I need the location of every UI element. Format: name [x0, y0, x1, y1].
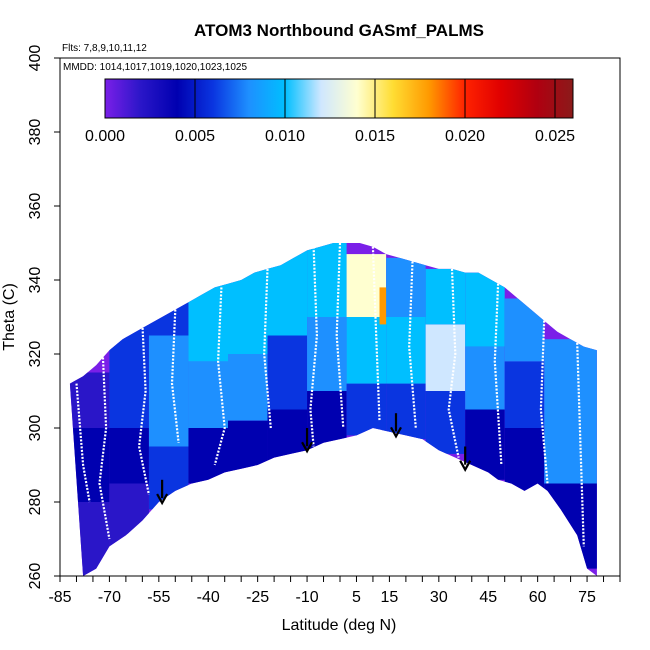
heatmap-cell	[425, 391, 466, 454]
y-tick-label: 320	[27, 341, 44, 368]
heatmap-cell	[544, 409, 597, 484]
x-axis-label: Latitude (deg N)	[282, 617, 397, 634]
y-tick-label: 400	[27, 45, 44, 72]
heatmap-cell	[109, 428, 149, 484]
heatmap-cell	[346, 317, 387, 384]
chart-title: ATOM3 Northbound GASmf_PALMS	[194, 21, 484, 40]
heatmap-cell	[148, 446, 189, 510]
heatmap-cell	[228, 354, 268, 421]
x-tick-label: 75	[578, 589, 596, 606]
flight-profile-line	[447, 268, 460, 458]
heatmap-cell	[465, 346, 505, 410]
heatmap-cell	[228, 420, 268, 473]
y-tick-label: 280	[27, 489, 44, 516]
mmdd-annotation: MMDD: 1014,1017,1019,1020,1023,1025	[63, 62, 247, 73]
heatmap-cell	[148, 335, 189, 391]
colorbar-tick-label: 0.015	[355, 128, 395, 145]
flight-profile-line	[75, 383, 91, 503]
colorbar-tick-label: 0.020	[445, 128, 485, 145]
y-tick-label: 340	[27, 267, 44, 294]
heatmap-cell	[148, 391, 189, 447]
arrow-marker	[301, 428, 314, 454]
heatmap-cell	[504, 298, 545, 362]
heatmap-cell	[346, 383, 387, 436]
heatmap-cell	[544, 483, 597, 569]
heatmap-cell	[109, 483, 149, 547]
heatmap-cell	[69, 502, 110, 576]
colorbar-tick-label: 0.010	[265, 128, 305, 145]
heatmap-cell	[386, 257, 426, 317]
flight-profile-line	[539, 320, 549, 484]
heatmap-cell	[307, 391, 347, 451]
heatmap-cell	[69, 372, 110, 428]
chart-subtitle: Flts: 7,8,9,10,11,12	[62, 43, 147, 54]
x-tick-label: 45	[479, 589, 497, 606]
colorbar-gradient	[104, 78, 574, 119]
x-tick-label: -55	[147, 589, 170, 606]
y-axis-label: Theta (C)	[1, 283, 18, 351]
y-tick-label: 360	[27, 193, 44, 220]
x-tick-label: 30	[430, 589, 448, 606]
x-tick-label: -40	[197, 589, 220, 606]
heatmap-cells	[69, 243, 597, 576]
heatmap-cell	[267, 335, 308, 410]
heatmap-cell	[228, 268, 268, 354]
arrow-markers	[156, 413, 472, 506]
arrow-marker	[390, 413, 402, 439]
y-tick-label: 260	[27, 563, 44, 590]
flight-profiles	[75, 242, 585, 547]
y-tick-label: 300	[27, 415, 44, 442]
x-axis: -85 -70 -55 -40 -25 -10 5 15 30 45 60 75	[48, 576, 621, 606]
heatmap-layer	[69, 242, 597, 576]
x-tick-label: -25	[246, 589, 269, 606]
colorbar-tick-label: 0.005	[175, 128, 215, 145]
flight-profile-line	[170, 309, 180, 443]
heatmap-cell	[425, 268, 466, 325]
flight-profile-line	[263, 268, 272, 429]
heatmap-cell	[386, 317, 426, 384]
heatmap-cell	[504, 428, 545, 491]
heatmap-cell	[188, 361, 228, 428]
colorbar: 0.000 0.005 0.010 0.015 0.020 0.025	[85, 78, 575, 145]
heatmap-cell	[504, 361, 545, 428]
heatmap-cell	[69, 428, 110, 502]
heatmap-cell	[425, 324, 466, 391]
x-tick-label: -70	[98, 589, 121, 606]
colorbar-tick-label: 0.025	[535, 128, 575, 145]
flight-profile-line	[98, 353, 111, 540]
colorbar-ticks: 0.000 0.005 0.010 0.015 0.020 0.025	[85, 79, 575, 145]
arrow-marker	[459, 446, 472, 472]
colorbar-tick-label: 0.000	[85, 128, 125, 145]
x-tick-label: 15	[381, 589, 399, 606]
heatmap-cell	[465, 272, 505, 347]
flight-profile-line	[493, 283, 503, 466]
flight-profile-line	[137, 324, 150, 495]
x-tick-label: -10	[295, 589, 318, 606]
flight-profile-line	[309, 246, 319, 447]
heatmap-cell	[188, 428, 228, 484]
y-axis: 260 280 300 320 340 360 380 400	[27, 45, 60, 590]
x-tick-label: 60	[529, 589, 547, 606]
heatmap-cell	[307, 317, 347, 391]
flight-profile-line	[408, 261, 417, 429]
flight-profile-line	[371, 246, 381, 421]
x-tick-label: -85	[48, 589, 71, 606]
heatmap-cell	[267, 409, 308, 462]
heatmap-cell	[544, 339, 597, 410]
flight-profile-line	[335, 242, 345, 429]
arrow-marker	[156, 479, 169, 506]
x-tick-label: 5	[352, 589, 361, 606]
y-tick-label: 380	[27, 119, 44, 146]
heatmap-cell	[148, 302, 189, 336]
heatmap-cell	[267, 250, 308, 336]
